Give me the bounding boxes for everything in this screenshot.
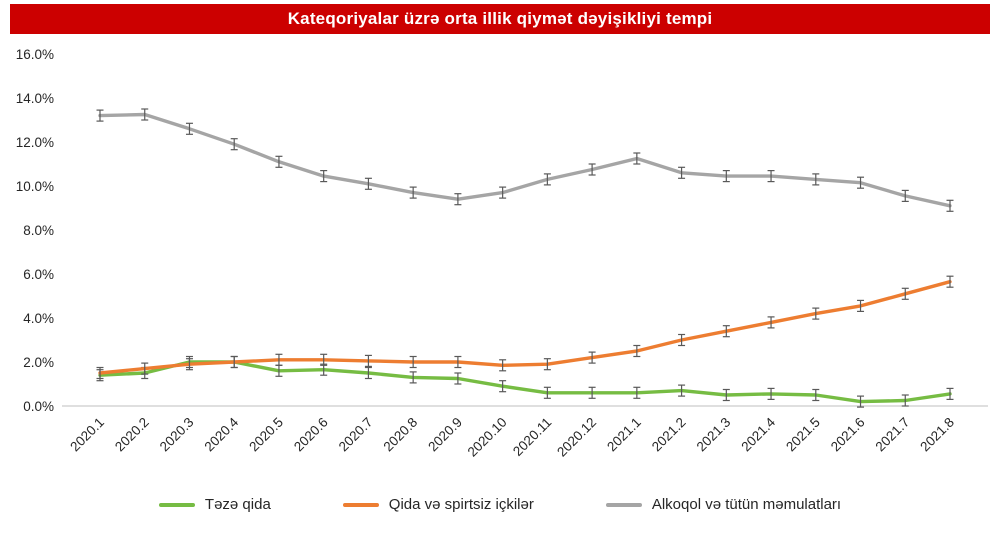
svg-text:2021.8: 2021.8 bbox=[917, 415, 957, 455]
svg-text:2020.11: 2020.11 bbox=[510, 415, 554, 459]
chart-title-bar: Kateqoriyalar üzrə orta illik qiymət dəy… bbox=[10, 4, 990, 34]
legend-item-alkoqol-tutun: Alkoqol və tütün məmulatları bbox=[605, 496, 842, 513]
svg-text:2021.3: 2021.3 bbox=[694, 415, 734, 455]
svg-text:2020.9: 2020.9 bbox=[425, 415, 465, 455]
legend-swatch-green bbox=[158, 502, 195, 507]
chart-legend: Təzə qida Qida və spirtsiz içkilər Alkoq… bbox=[0, 496, 1000, 513]
svg-text:2020.3: 2020.3 bbox=[157, 415, 197, 455]
svg-text:2020.1: 2020.1 bbox=[67, 415, 107, 455]
legend-item-qida-spirtsiz: Qida və spirtsiz içkilər bbox=[342, 496, 534, 513]
svg-text:2020.2: 2020.2 bbox=[112, 415, 152, 455]
svg-text:4.0%: 4.0% bbox=[23, 311, 54, 326]
svg-text:2020.4: 2020.4 bbox=[202, 414, 242, 454]
svg-text:16.0%: 16.0% bbox=[16, 47, 54, 62]
chart-area: 0.0% 2.0% 4.0% 6.0% 8.0% 10.0% 12.0% 14.0% 16.0%… bbox=[0, 34, 1000, 470]
legend-swatch-orange bbox=[342, 502, 379, 507]
legend-label-taza-qida: Təzə qida bbox=[204, 496, 271, 513]
svg-text:2020.6: 2020.6 bbox=[291, 415, 331, 455]
svg-text:2021.2: 2021.2 bbox=[649, 415, 689, 455]
svg-text:2021.6: 2021.6 bbox=[828, 415, 868, 455]
svg-text:8.0%: 8.0% bbox=[23, 223, 54, 238]
svg-text:2020.10: 2020.10 bbox=[465, 415, 510, 460]
price-change-chart: 0.0% 2.0% 4.0% 6.0% 8.0% 10.0% 12.0% 14.0% 16.0%… bbox=[16, 47, 988, 460]
svg-text:2020.5: 2020.5 bbox=[246, 415, 286, 455]
legend-label-qida-spirtsiz: Qida və spirtsiz içkilər bbox=[388, 496, 534, 513]
svg-text:2020.7: 2020.7 bbox=[336, 415, 376, 455]
legend-item-taza-qida: Təzə qida bbox=[158, 496, 271, 513]
svg-text:2021.5: 2021.5 bbox=[783, 415, 823, 455]
svg-text:2.0%: 2.0% bbox=[23, 355, 54, 370]
svg-text:2021.7: 2021.7 bbox=[873, 415, 913, 455]
svg-text:12.0%: 12.0% bbox=[16, 135, 54, 150]
svg-text:2021.1: 2021.1 bbox=[604, 415, 644, 455]
svg-text:2021.4: 2021.4 bbox=[738, 414, 778, 454]
svg-text:6.0%: 6.0% bbox=[23, 267, 54, 282]
legend-swatch-gray bbox=[605, 502, 642, 507]
svg-text:2020.8: 2020.8 bbox=[380, 415, 420, 455]
chart-title: Kateqoriyalar üzrə orta illik qiymət dəy… bbox=[287, 9, 713, 28]
svg-text:14.0%: 14.0% bbox=[16, 91, 54, 106]
legend-label-alkoqol-tutun: Alkoqol və tütün məmulatları bbox=[651, 496, 842, 513]
svg-text:10.0%: 10.0% bbox=[16, 179, 54, 194]
svg-text:2020.12: 2020.12 bbox=[554, 415, 599, 460]
svg-text:0.0%: 0.0% bbox=[23, 399, 54, 414]
